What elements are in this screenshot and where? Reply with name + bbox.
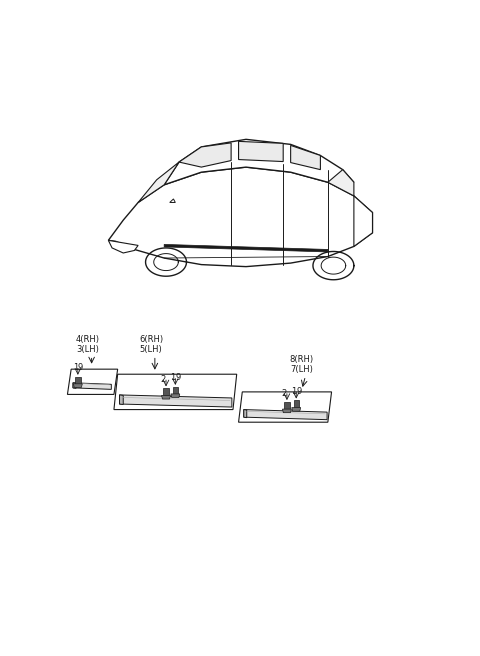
Polygon shape [73,383,111,390]
Polygon shape [164,139,354,185]
Polygon shape [282,409,291,413]
Polygon shape [162,396,170,399]
Polygon shape [73,384,83,388]
Text: 2: 2 [161,375,166,384]
Polygon shape [239,392,332,422]
Text: 9: 9 [77,363,83,372]
Polygon shape [108,240,138,253]
Polygon shape [292,407,300,411]
Polygon shape [138,162,179,203]
Text: 6(RH)
5(LH): 6(RH) 5(LH) [139,335,163,354]
Polygon shape [108,167,372,266]
Polygon shape [239,141,283,161]
Polygon shape [120,395,123,405]
Text: 9: 9 [175,373,180,382]
Text: 1: 1 [291,387,296,396]
Polygon shape [290,146,321,170]
Polygon shape [284,401,289,409]
Polygon shape [163,388,168,396]
Polygon shape [244,409,247,418]
Polygon shape [294,400,299,407]
Polygon shape [171,394,180,398]
Text: 1: 1 [73,363,79,372]
Polygon shape [73,383,76,388]
Text: 2: 2 [282,389,287,398]
Text: 9: 9 [296,387,301,396]
Polygon shape [114,374,237,409]
Polygon shape [173,386,178,394]
Polygon shape [170,199,175,203]
Polygon shape [179,143,231,167]
Polygon shape [328,170,354,196]
Text: 4(RH)
3(LH): 4(RH) 3(LH) [76,335,100,354]
Polygon shape [75,377,81,384]
Polygon shape [67,369,118,394]
Polygon shape [164,245,328,252]
Text: 8(RH)
7(LH): 8(RH) 7(LH) [290,355,314,374]
Polygon shape [354,196,372,247]
Text: 1: 1 [170,373,176,382]
Polygon shape [120,395,232,407]
Polygon shape [244,409,327,420]
